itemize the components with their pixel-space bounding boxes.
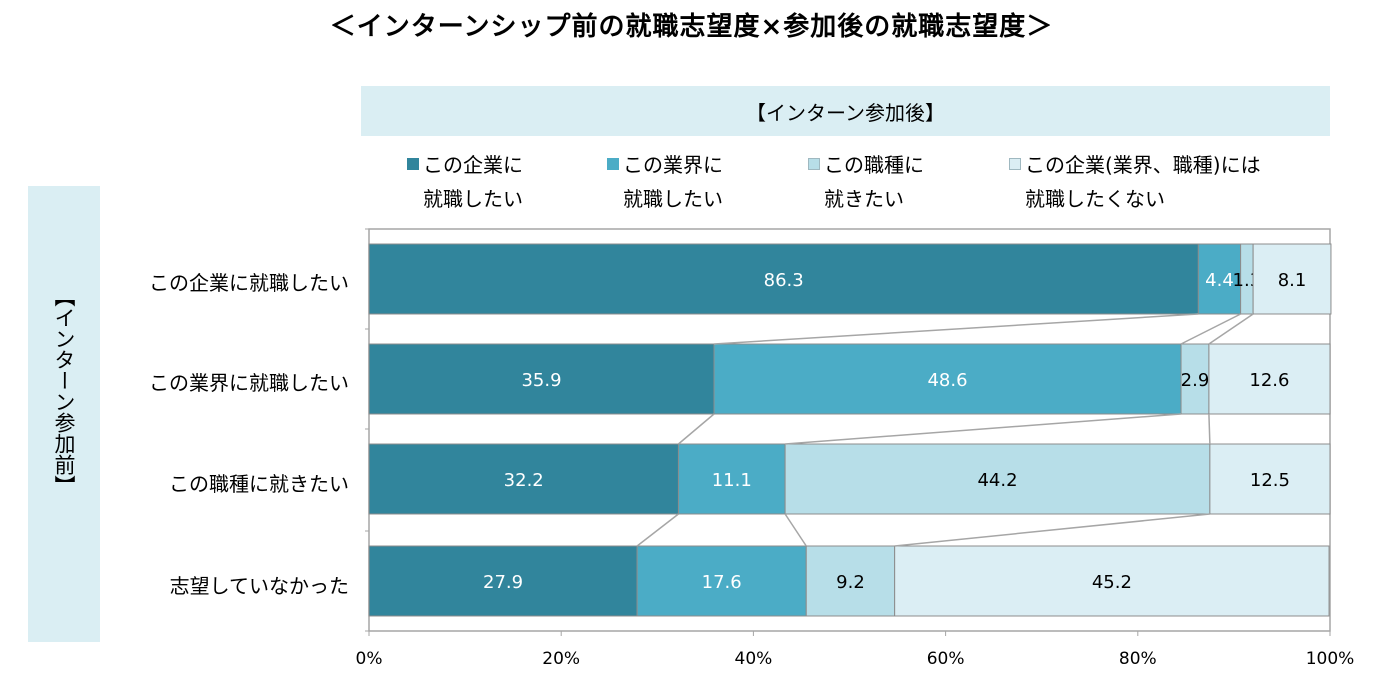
legend-swatch xyxy=(607,158,619,170)
before-participation-header: 【インターン参加前】 xyxy=(52,286,76,496)
x-tick-label: 0% xyxy=(356,649,383,669)
after-participation-header: 【インターン参加後】 xyxy=(361,86,1330,136)
bar-segment xyxy=(636,545,807,617)
series-line xyxy=(1208,313,1254,345)
legend-label: この企業に 就職したい xyxy=(423,153,523,211)
row-label: この企業に就職したい xyxy=(149,271,349,295)
data-label: 17.6 xyxy=(702,572,742,593)
series-line xyxy=(677,413,715,445)
row-label: この業界に就職したい xyxy=(149,371,349,395)
x-tick-label: 40% xyxy=(735,649,773,669)
bar-segment xyxy=(368,545,638,617)
data-label: 12.5 xyxy=(1250,470,1290,491)
legend-label: この業界に 就職したい xyxy=(623,153,723,211)
data-label: 8.1 xyxy=(1278,270,1307,291)
data-label: 27.9 xyxy=(483,572,523,593)
legend-swatch xyxy=(808,158,820,170)
legend-item-not-interested: この企業(業界、職種)には 就職したくない xyxy=(1009,148,1261,216)
chart-title: ＜インターンシップ前の就職志望度×参加後の就職志望度＞ xyxy=(329,12,1054,42)
data-label: 45.2 xyxy=(1092,572,1132,593)
series-line xyxy=(785,413,1182,445)
bar-segment xyxy=(713,343,1182,415)
data-label: 12.6 xyxy=(1249,370,1289,391)
x-tick-label: 80% xyxy=(1119,649,1157,669)
bar-segment xyxy=(677,443,786,515)
series-line xyxy=(713,313,1199,345)
data-label: 35.9 xyxy=(521,370,561,391)
legend-item-company: この企業に 就職したい xyxy=(407,148,523,216)
bar-segment xyxy=(368,343,715,415)
legend-swatch xyxy=(1009,158,1021,170)
legend-label: この企業(業界、職種)には 就職したくない xyxy=(1025,153,1261,211)
series-line xyxy=(1208,413,1211,445)
series-line xyxy=(894,513,1210,547)
legend-item-occupation: この職種に 就きたい xyxy=(808,148,924,216)
x-tick-label: 20% xyxy=(542,649,580,669)
legend-label: この職種に 就きたい xyxy=(824,153,924,211)
bar-segment xyxy=(894,545,1330,617)
series-line xyxy=(636,513,679,547)
data-label: 4.4 xyxy=(1205,270,1234,291)
data-label: 32.2 xyxy=(504,470,544,491)
x-tick-label: 100% xyxy=(1306,649,1355,669)
legend-item-industry: この業界に 就職したい xyxy=(607,148,723,216)
before-participation-header-box: 【インターン参加前】 xyxy=(28,186,100,642)
data-label: 48.6 xyxy=(927,370,967,391)
data-label: 86.3 xyxy=(764,270,804,291)
data-label: 9.2 xyxy=(836,572,865,593)
series-line xyxy=(1180,313,1241,345)
legend-swatch xyxy=(407,158,419,170)
bar-segment xyxy=(1252,243,1332,315)
x-tick-label: 60% xyxy=(927,649,965,669)
data-label: 11.1 xyxy=(712,470,752,491)
series-line xyxy=(784,513,807,547)
data-label: 44.2 xyxy=(977,470,1017,491)
data-label: 2.9 xyxy=(1181,370,1210,391)
row-label: 志望していなかった xyxy=(169,574,349,598)
row-label: この職種に就きたい xyxy=(169,472,349,496)
bar-segment xyxy=(1180,343,1210,415)
bar-segment xyxy=(1208,343,1331,415)
bar-segment xyxy=(1209,443,1331,515)
